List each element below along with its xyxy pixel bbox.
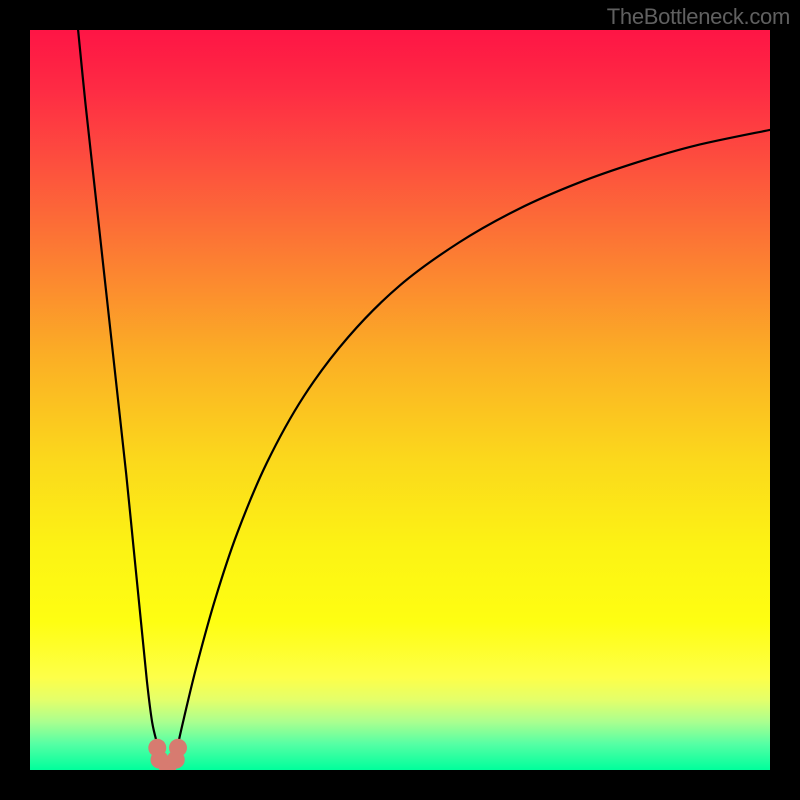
gradient-background <box>30 30 770 770</box>
attribution-text: TheBottleneck.com <box>607 4 790 30</box>
bottleneck-marker <box>169 739 187 757</box>
bottleneck-chart-svg <box>0 0 800 800</box>
chart-stage: TheBottleneck.com <box>0 0 800 800</box>
